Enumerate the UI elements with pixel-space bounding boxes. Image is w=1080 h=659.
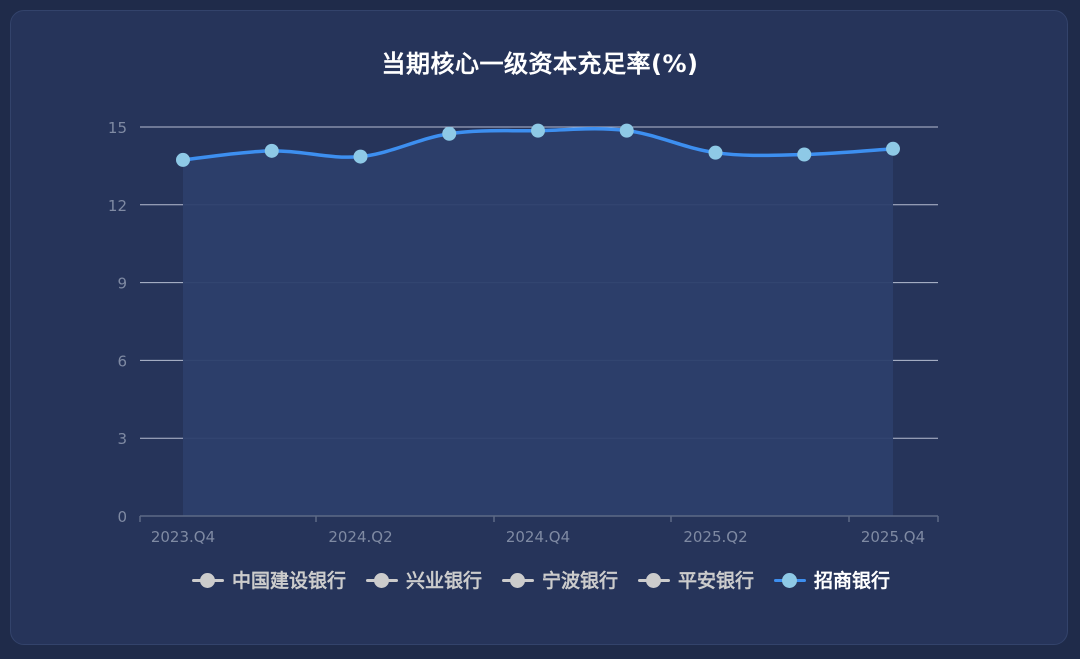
- data-point-2025.Q4[interactable]: [886, 141, 900, 156]
- series-area-fill: [183, 128, 893, 516]
- legend-marker-icon: [190, 570, 226, 590]
- x-tick-label: 2023.Q4: [151, 528, 215, 546]
- y-tick-label: 3: [117, 430, 127, 448]
- legend-label: 宁波银行: [541, 570, 618, 592]
- x-axis: [139, 515, 939, 522]
- y-axis-labels: 0 3 6 9 12 15: [108, 119, 127, 526]
- data-point-2024.Q2[interactable]: [353, 149, 368, 164]
- legend-item-4[interactable]: 招商银行: [772, 566, 890, 593]
- data-point-2025.Q2[interactable]: [708, 145, 723, 160]
- legend-item-3[interactable]: 平安银行: [636, 566, 754, 593]
- legend-marker-icon: [636, 570, 672, 590]
- data-points: [176, 123, 900, 167]
- y-tick-label: 9: [117, 275, 127, 293]
- data-point-2025.Q3[interactable]: [797, 147, 812, 162]
- data-point-2024.Q4[interactable]: [531, 123, 545, 138]
- x-tick-label: 2025.Q4: [861, 528, 925, 546]
- x-axis-labels: 2023.Q4 2024.Q2 2024.Q4 2025.Q2 2025.Q4: [151, 528, 925, 546]
- x-tick-label: 2024.Q4: [506, 528, 570, 546]
- legend-marker-icon: [364, 570, 400, 590]
- data-point-2024.Q1[interactable]: [264, 143, 279, 158]
- legend-label: 平安银行: [678, 570, 755, 592]
- legend-label: 兴业银行: [405, 570, 482, 592]
- chart-title: 当期核心一级资本充足率(%): [381, 50, 699, 78]
- x-tick-label: 2024.Q2: [328, 528, 392, 546]
- data-point-2025.Q1[interactable]: [619, 123, 634, 138]
- area-fill-layer: [183, 128, 893, 516]
- legend-item-0[interactable]: 中国建设银行: [190, 566, 346, 593]
- legend-marker-icon: [500, 570, 536, 590]
- y-tick-label: 12: [108, 197, 127, 215]
- legend-label: 招商银行: [814, 570, 891, 592]
- y-tick-label: 6: [117, 352, 127, 370]
- data-point-2024.Q3[interactable]: [442, 126, 457, 141]
- legend-item-2[interactable]: 宁波银行: [500, 566, 618, 593]
- chart-legend: 中国建设银行 兴业银行 宁波银行 平安银行 招商银行: [0, 566, 1080, 593]
- x-tick-label: 2025.Q2: [683, 528, 747, 546]
- data-point-2023.Q4[interactable]: [176, 152, 190, 167]
- legend-label: 中国建设银行: [231, 570, 346, 592]
- legend-item-1[interactable]: 兴业银行: [364, 566, 482, 593]
- y-tick-label: 15: [108, 119, 127, 137]
- y-tick-label: 0: [117, 508, 127, 526]
- legend-marker-icon: [772, 570, 808, 590]
